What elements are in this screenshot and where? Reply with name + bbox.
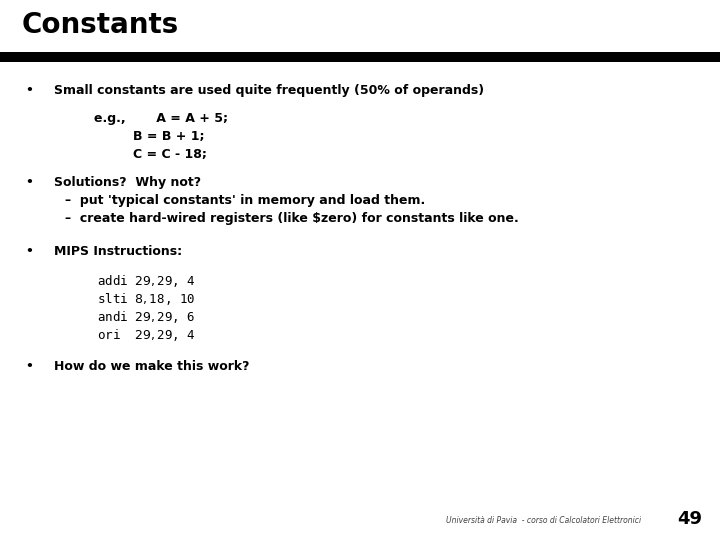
Text: –  put 'typical constants' in memory and load them.: – put 'typical constants' in memory and … (65, 194, 425, 207)
Text: e.g.,       A = A + 5;: e.g., A = A + 5; (94, 112, 228, 125)
Text: Università di Pavia  - corso di Calcolatori Elettronici: Università di Pavia - corso di Calcolato… (446, 516, 642, 525)
Text: •: • (25, 245, 33, 258)
Text: How do we make this work?: How do we make this work? (54, 360, 250, 373)
Text: B = B + 1;: B = B + 1; (133, 130, 204, 143)
Text: MIPS Instructions:: MIPS Instructions: (54, 245, 182, 258)
Text: Small constants are used quite frequently (50% of operands): Small constants are used quite frequentl… (54, 84, 484, 97)
Text: slti $8, $18, 10: slti $8, $18, 10 (97, 291, 195, 307)
Text: addi $29, $29, 4: addi $29, $29, 4 (97, 273, 196, 289)
Text: Constants: Constants (22, 11, 179, 39)
Text: 49: 49 (677, 510, 702, 528)
Text: •: • (25, 84, 33, 97)
Text: –  create hard-wired registers (like $zero) for constants like one.: – create hard-wired registers (like $zer… (65, 212, 518, 225)
Bar (0, 52, 720, 62)
Text: ori  $29, $29, 4: ori $29, $29, 4 (97, 327, 196, 343)
Text: •: • (25, 360, 33, 373)
Text: •: • (25, 176, 33, 188)
Text: Solutions?  Why not?: Solutions? Why not? (54, 176, 201, 188)
Text: C = C - 18;: C = C - 18; (133, 148, 207, 161)
Text: andi $29, $29, 6: andi $29, $29, 6 (97, 309, 196, 325)
